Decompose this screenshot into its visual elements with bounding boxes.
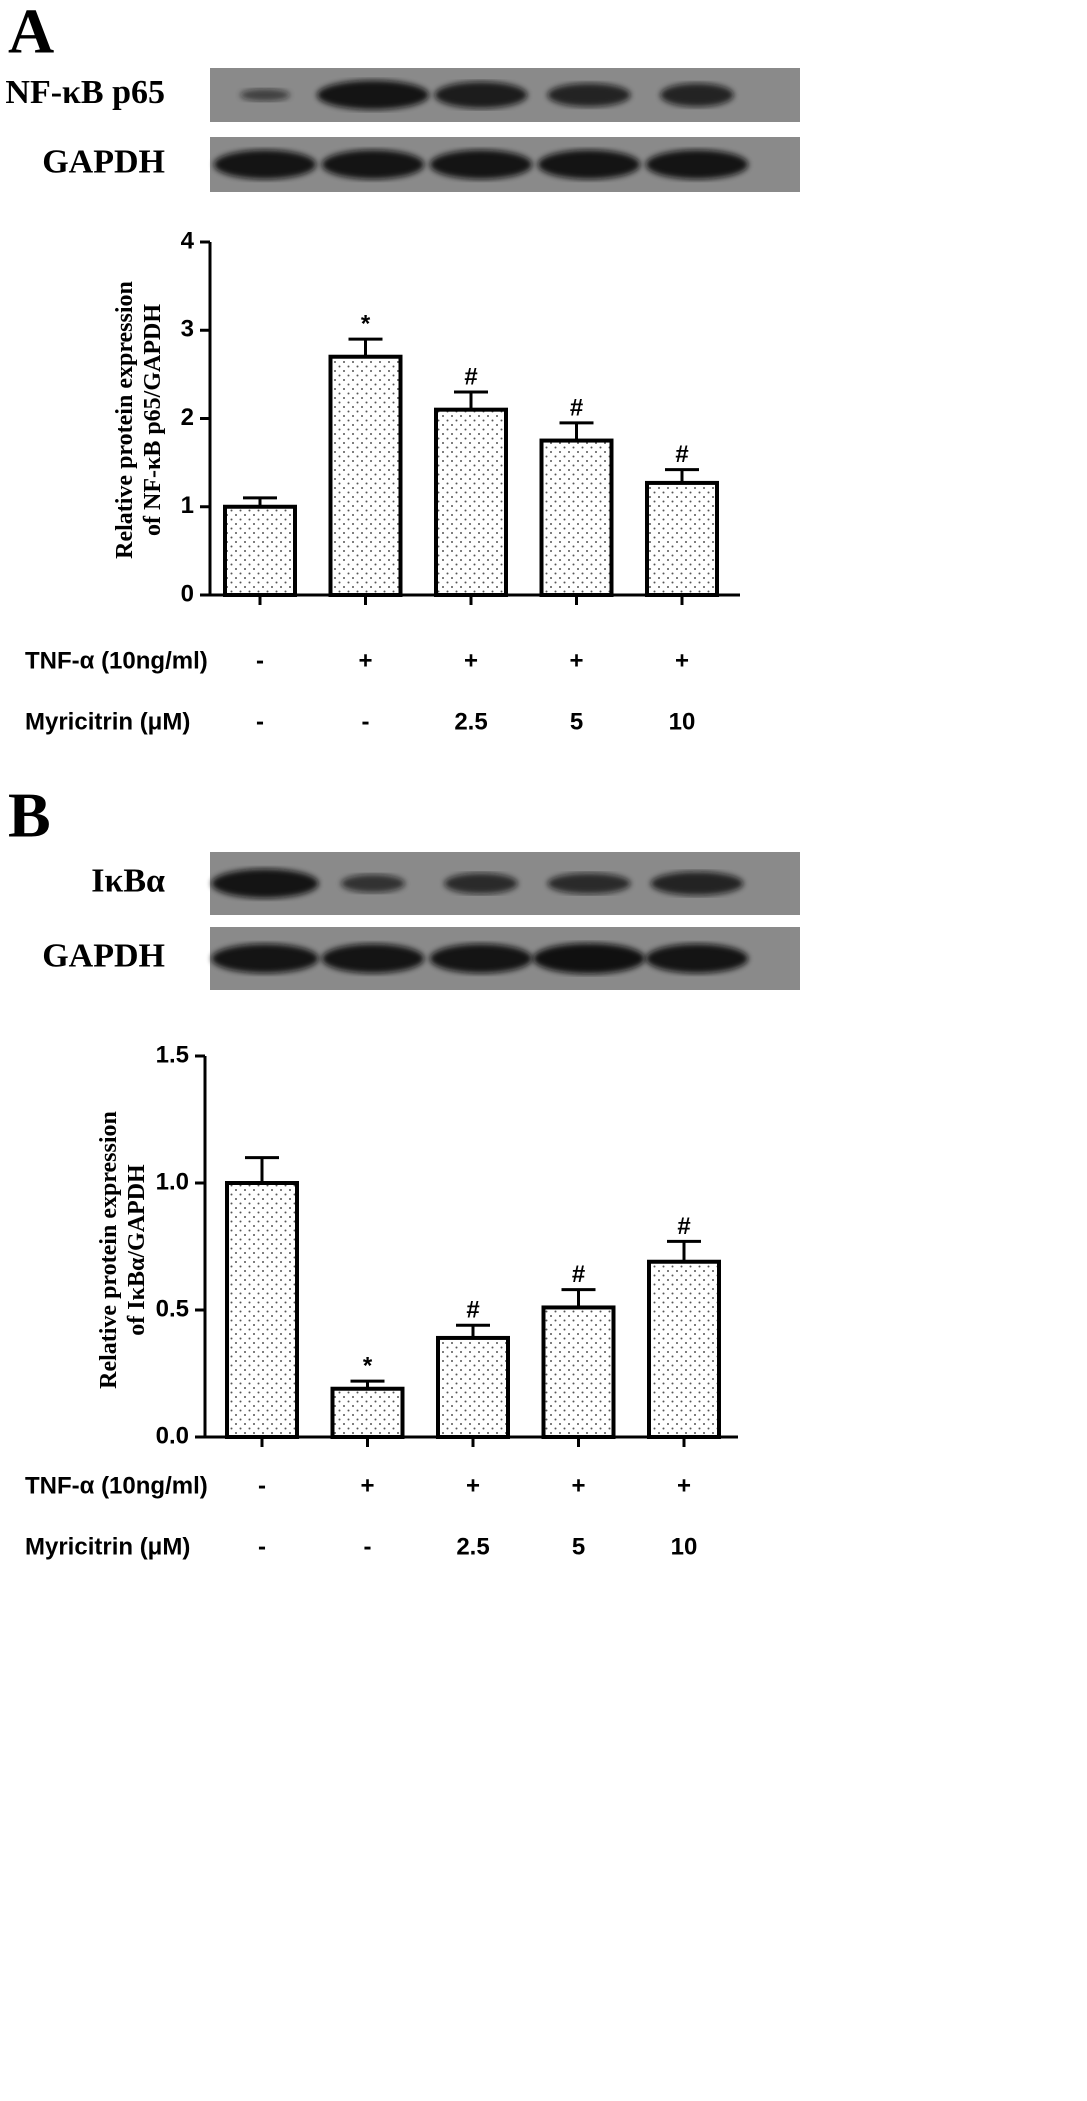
blot-band	[645, 943, 749, 974]
blot-band	[434, 81, 528, 109]
condition-value: 2.5	[456, 1533, 489, 1560]
blot-label: NF-κB p65	[5, 74, 165, 111]
condition-value: +	[675, 647, 689, 674]
condition-value: 10	[669, 708, 696, 735]
y-tick-label: 4	[181, 227, 195, 254]
y-tick-label: 2	[181, 404, 194, 431]
blot-band	[211, 868, 319, 899]
condition-value: -	[258, 1472, 266, 1499]
blot-band	[660, 83, 734, 107]
bar	[647, 1259, 721, 1439]
y-tick-label: 0.0	[156, 1422, 189, 1449]
blot-band	[341, 874, 405, 893]
y-tick-label: 0.5	[156, 1295, 189, 1322]
significance-mark: #	[466, 1297, 479, 1324]
condition-value: -	[258, 1533, 266, 1560]
blot-band	[211, 943, 319, 974]
condition-value: -	[362, 708, 370, 735]
condition-value: +	[571, 1472, 585, 1499]
condition-value: 5	[572, 1533, 585, 1560]
condition-value: -	[364, 1533, 372, 1560]
significance-mark: *	[361, 310, 371, 337]
blot-band	[321, 943, 425, 974]
condition-name: Myricitrin (μM)	[25, 708, 190, 735]
blot-band	[429, 149, 533, 180]
y-axis-label: Relative protein expressionof NF-κB p65/…	[112, 281, 166, 559]
condition-value: -	[256, 708, 264, 735]
bar	[223, 504, 297, 597]
blot-band	[650, 871, 744, 896]
significance-mark: #	[570, 394, 583, 421]
significance-mark: #	[677, 1213, 690, 1240]
condition-value: +	[569, 647, 583, 674]
bar	[330, 1386, 405, 1439]
condition-value: 10	[671, 1533, 698, 1560]
y-axis-label-line: of NF-κB p65/GAPDH	[140, 304, 166, 536]
bar	[225, 1181, 299, 1439]
bar	[539, 438, 614, 597]
blot-band	[240, 88, 290, 102]
y-tick-label: 1.0	[156, 1168, 189, 1195]
y-axis-label-line: Relative protein expression	[112, 281, 138, 559]
y-axis-label: Relative protein expressionof IκBα/GAPDH	[96, 1111, 150, 1389]
condition-value: +	[358, 647, 372, 674]
condition-value: 2.5	[454, 708, 487, 735]
blot-band	[547, 873, 631, 894]
bar	[645, 480, 719, 597]
y-tick-label: 0	[181, 580, 194, 607]
blot-band	[321, 149, 425, 180]
blot-label: IκBα	[91, 862, 165, 899]
bar	[436, 1335, 510, 1439]
condition-value: +	[677, 1472, 691, 1499]
blot-band	[444, 873, 518, 894]
condition-value: 5	[570, 708, 583, 735]
y-axis-label-line: Relative protein expression	[96, 1111, 122, 1389]
y-tick-label: 1.5	[156, 1041, 189, 1068]
blot-band	[213, 149, 317, 180]
blot-band	[533, 943, 645, 974]
blot-band	[429, 943, 533, 974]
blot-band	[537, 149, 641, 180]
blot-label: GAPDH	[42, 937, 165, 974]
blot-band	[317, 80, 429, 110]
y-axis-label-line: of IκBα/GAPDH	[124, 1164, 150, 1336]
condition-value: -	[256, 647, 264, 674]
condition-value: +	[464, 647, 478, 674]
y-tick-label: 3	[181, 316, 194, 343]
bar	[541, 1305, 616, 1439]
significance-mark: #	[464, 363, 477, 390]
blot-label: GAPDH	[42, 143, 165, 180]
condition-name: TNF-α (10ng/ml)	[25, 1472, 208, 1499]
panel-letter: B	[8, 780, 51, 851]
y-tick-label: 1	[181, 492, 194, 519]
significance-mark: #	[675, 441, 688, 468]
significance-mark: #	[572, 1261, 585, 1288]
bar	[434, 407, 508, 597]
significance-mark: *	[363, 1352, 373, 1379]
blot-band	[645, 149, 749, 180]
condition-name: Myricitrin (μM)	[25, 1533, 190, 1560]
condition-name: TNF-α (10ng/ml)	[25, 647, 208, 674]
condition-value: +	[466, 1472, 480, 1499]
condition-value: +	[360, 1472, 374, 1499]
panel-letter: A	[8, 0, 54, 67]
bar	[328, 354, 403, 597]
blot-band	[547, 83, 631, 107]
